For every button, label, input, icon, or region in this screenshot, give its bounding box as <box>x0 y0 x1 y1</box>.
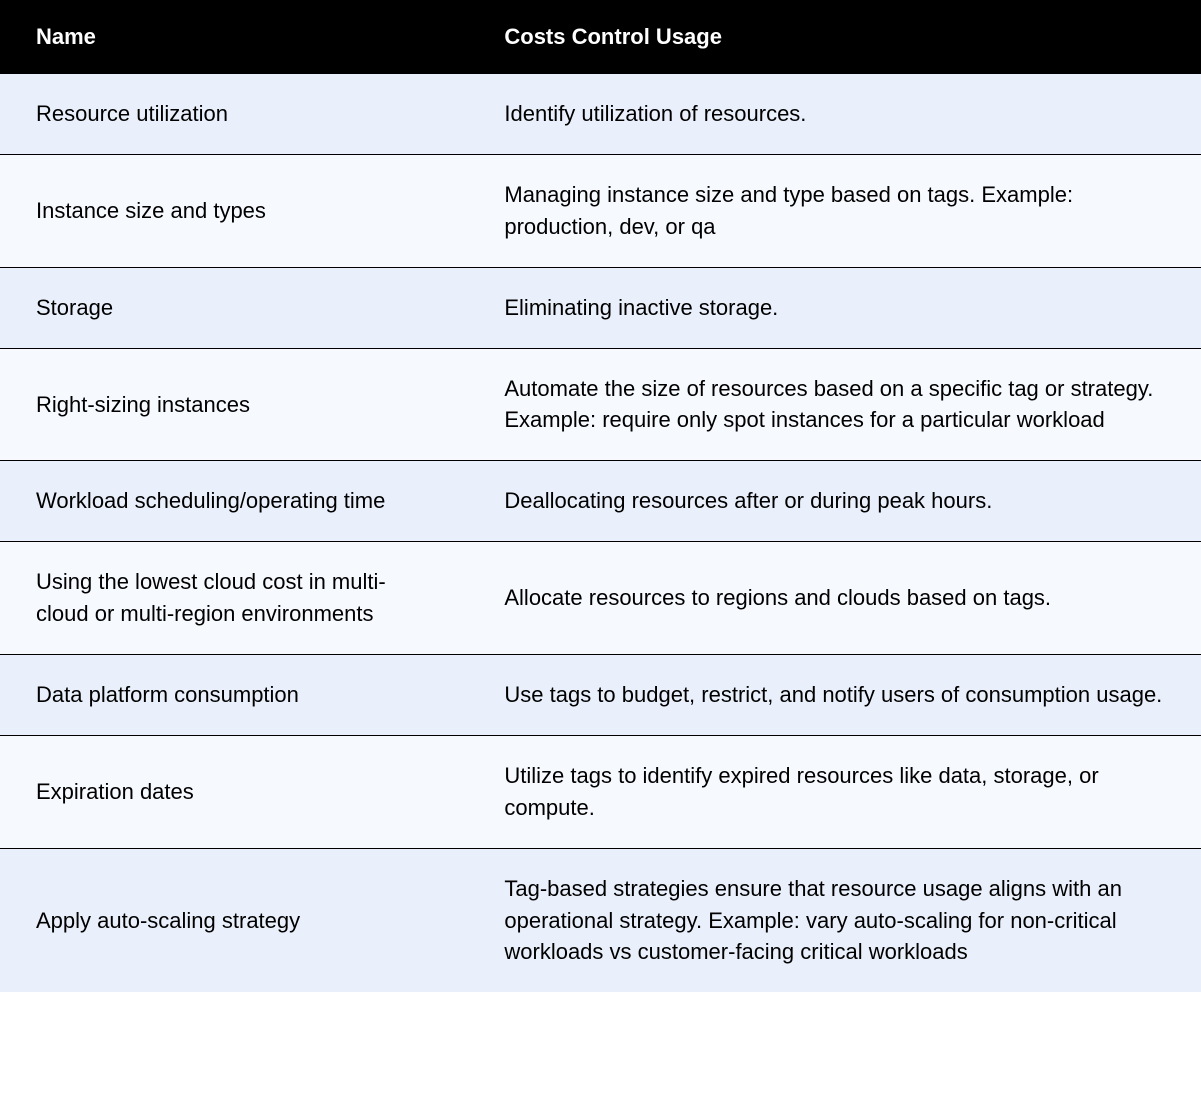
cell-name: Using the lowest cloud cost in multi-clo… <box>0 542 468 655</box>
costs-control-table-wrap: Name Costs Control Usage Resource utiliz… <box>0 0 1201 992</box>
cell-name: Storage <box>0 267 468 348</box>
cell-usage: Utilize tags to identify expired resourc… <box>468 735 1201 848</box>
table-row: Data platform consumption Use tags to bu… <box>0 655 1201 736</box>
table-row: Storage Eliminating inactive storage. <box>0 267 1201 348</box>
table-row: Resource utilization Identify utilizatio… <box>0 74 1201 154</box>
table-header-row: Name Costs Control Usage <box>0 0 1201 74</box>
table-row: Instance size and types Managing instanc… <box>0 154 1201 267</box>
table-row: Expiration dates Utilize tags to identif… <box>0 735 1201 848</box>
col-header-name: Name <box>0 0 468 74</box>
cell-name: Expiration dates <box>0 735 468 848</box>
cell-usage: Eliminating inactive storage. <box>468 267 1201 348</box>
cell-usage: Tag-based strategies ensure that resourc… <box>468 848 1201 992</box>
table-row: Workload scheduling/operating time Deall… <box>0 461 1201 542</box>
table-row: Apply auto-scaling strategy Tag-based st… <box>0 848 1201 992</box>
cell-usage: Use tags to budget, restrict, and notify… <box>468 655 1201 736</box>
col-header-usage: Costs Control Usage <box>468 0 1201 74</box>
table-body: Resource utilization Identify utilizatio… <box>0 74 1201 992</box>
cell-name: Instance size and types <box>0 154 468 267</box>
table-header: Name Costs Control Usage <box>0 0 1201 74</box>
cell-name: Workload scheduling/operating time <box>0 461 468 542</box>
cell-usage: Automate the size of resources based on … <box>468 348 1201 461</box>
table-row: Right-sizing instances Automate the size… <box>0 348 1201 461</box>
cell-usage: Managing instance size and type based on… <box>468 154 1201 267</box>
cell-name: Data platform consumption <box>0 655 468 736</box>
cell-usage: Deallocating resources after or during p… <box>468 461 1201 542</box>
costs-control-table: Name Costs Control Usage Resource utiliz… <box>0 0 1201 992</box>
cell-usage: Allocate resources to regions and clouds… <box>468 542 1201 655</box>
table-row: Using the lowest cloud cost in multi-clo… <box>0 542 1201 655</box>
cell-name: Right-sizing instances <box>0 348 468 461</box>
cell-usage: Identify utilization of resources. <box>468 74 1201 154</box>
cell-name: Apply auto-scaling strategy <box>0 848 468 992</box>
cell-name: Resource utilization <box>0 74 468 154</box>
